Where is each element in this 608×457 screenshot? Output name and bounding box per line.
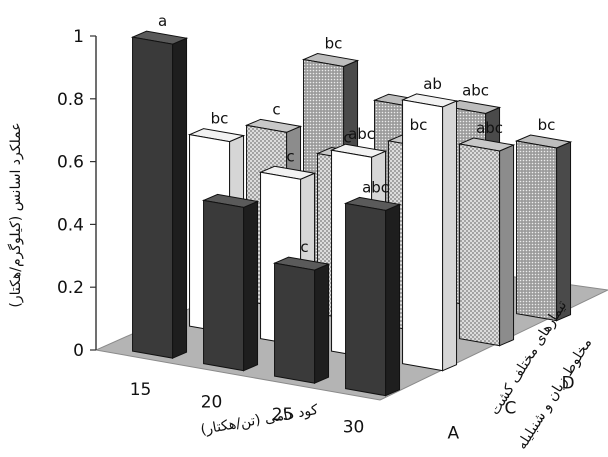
bar-front [345, 202, 387, 397]
x-tick-label: 30 [343, 418, 365, 438]
bar-A-25 [272, 256, 331, 384]
bar-front [459, 143, 501, 347]
y-axis-label: عملکرد اسانس (کیلوگرم/هکتار) [7, 122, 24, 307]
bar-A-30 [343, 196, 402, 397]
bar-front [516, 140, 558, 322]
bar-side [314, 263, 330, 384]
bar-front [402, 99, 444, 372]
significance-letter: abc [476, 119, 503, 137]
bar-side [172, 37, 188, 359]
bar-C-30 [400, 93, 459, 372]
x-tick-labels: 15 20 25 30 [130, 380, 365, 438]
significance-letter: bc [538, 116, 556, 134]
bar-front [203, 199, 245, 372]
significance-letter: ab [423, 75, 442, 93]
significance-letter: bc [325, 35, 343, 53]
bar-front [274, 262, 316, 384]
significance-letter: bc [211, 110, 229, 128]
y-axis: 0 0.2 0.4 0.6 0.8 1 [57, 27, 97, 361]
significance-letter: c [300, 238, 308, 256]
x-tick-label: 20 [201, 393, 223, 413]
significance-letter: abc [362, 178, 389, 196]
y-tick-label: 0.4 [57, 215, 84, 235]
z-tick-labels: ACDE [448, 374, 575, 444]
significance-letter: bc [410, 116, 428, 134]
x-tick-label: 25 [272, 405, 294, 425]
bar-side [556, 141, 572, 322]
significance-letter: c [343, 129, 351, 147]
bar-side [442, 100, 458, 372]
significance-letter: abc [462, 81, 489, 99]
y-tick-label: 1 [73, 27, 84, 47]
significance-letter: c [286, 147, 294, 165]
z-tick-label: C [505, 399, 517, 419]
bar-D-30 [457, 137, 516, 347]
bar-side [385, 203, 401, 397]
significance-letter: abc [348, 125, 375, 143]
bar-A-15 [130, 30, 189, 359]
significance-letter: a [158, 12, 167, 30]
z-tick-label: A [448, 424, 460, 444]
y-tick-label: 0.6 [57, 153, 84, 173]
bars [130, 30, 573, 397]
significance-letter: c [272, 100, 280, 118]
y-tick-label: 0 [73, 341, 84, 361]
bar-side [243, 200, 259, 372]
y-tick-label: 0.8 [57, 90, 84, 110]
bar-side [499, 144, 515, 347]
z-tick-label: D [562, 374, 575, 394]
bar-A-20 [201, 193, 260, 372]
bar-E-30 [514, 134, 573, 322]
x-tick-label: 15 [130, 380, 152, 400]
y-tick-label: 0.2 [57, 278, 84, 298]
bar-front [132, 36, 174, 359]
